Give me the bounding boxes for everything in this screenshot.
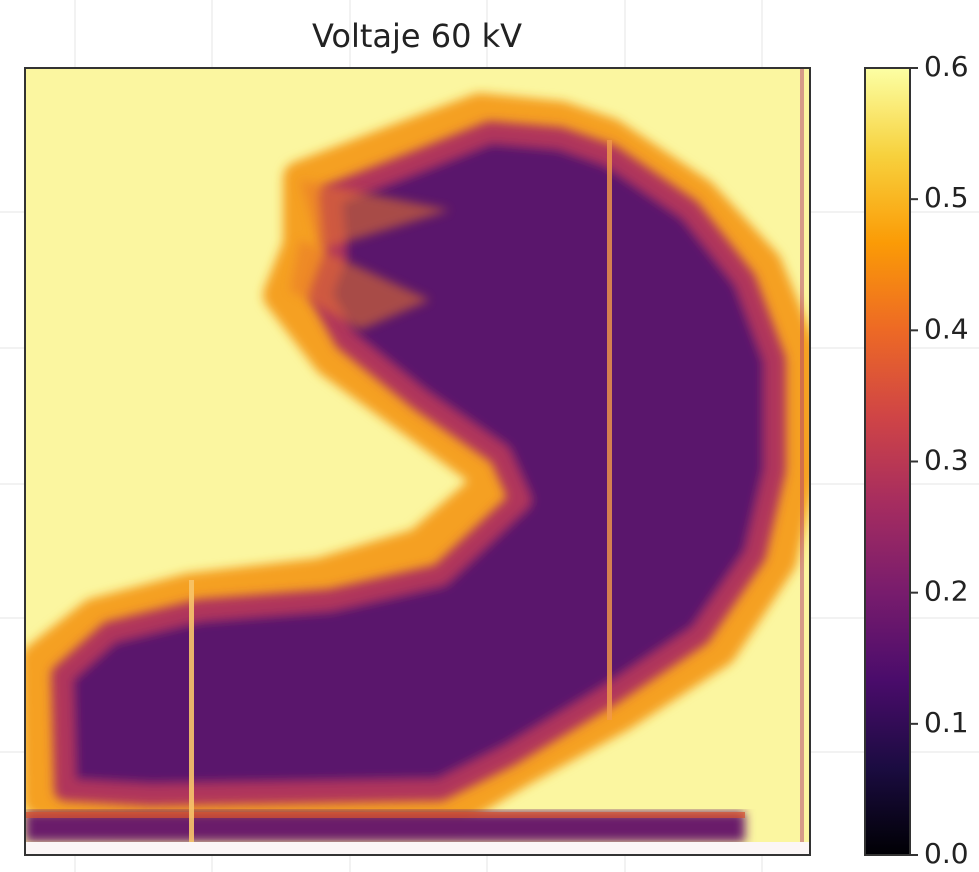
colorbar-tick-label: 0.3 xyxy=(924,444,969,477)
colorbar-tick-label: 0.2 xyxy=(924,575,969,608)
colorbar-tick-label: 0.5 xyxy=(924,181,969,214)
heatmap-image xyxy=(25,68,810,855)
plot-frame xyxy=(24,67,811,856)
colorbar-tick-label: 0.4 xyxy=(924,312,969,345)
colorbar-tick-label: 0.1 xyxy=(924,706,969,739)
colorbar-tick-label: 0.6 xyxy=(924,50,969,83)
chart-title: Voltaje 60 kV xyxy=(312,17,522,55)
colorbar xyxy=(864,67,911,856)
colorbar-tick-label: 0.0 xyxy=(924,837,969,870)
